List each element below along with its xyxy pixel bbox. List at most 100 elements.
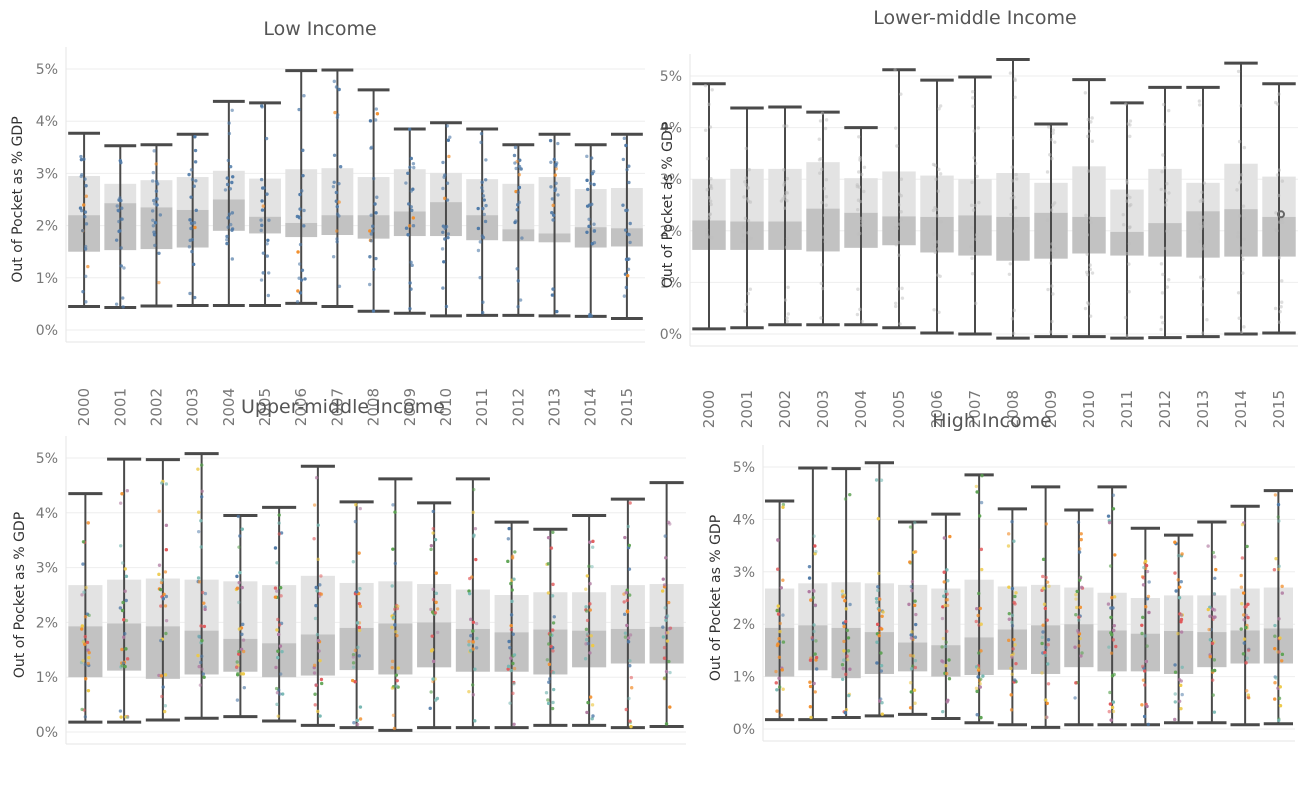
box-2010[interactable]	[1072, 78, 1106, 339]
data-dot	[710, 235, 714, 240]
box-2008[interactable]	[357, 88, 390, 313]
box-2002[interactable]	[768, 105, 802, 327]
data-dot	[1040, 671, 1044, 675]
data-dot	[912, 688, 917, 692]
data-dot	[471, 510, 475, 515]
box-2013[interactable]	[572, 514, 607, 727]
data-dot	[1200, 286, 1204, 291]
box-2008[interactable]	[1030, 485, 1061, 729]
box-2001[interactable]	[107, 457, 142, 724]
data-dot	[1145, 704, 1149, 709]
box-2010[interactable]	[430, 121, 462, 318]
box-2006[interactable]	[964, 473, 994, 725]
box-2009[interactable]	[393, 127, 426, 315]
box-2004[interactable]	[897, 520, 928, 716]
data-dot	[1211, 693, 1215, 697]
box-2007[interactable]	[339, 500, 374, 730]
data-dot	[1162, 122, 1167, 126]
box-2000[interactable]	[764, 499, 795, 722]
box-2003[interactable]	[184, 452, 219, 720]
data-dot	[198, 660, 203, 665]
box-2014[interactable]	[574, 143, 607, 318]
box-2015[interactable]	[1262, 82, 1296, 335]
box-2001[interactable]	[730, 106, 764, 330]
box-2009[interactable]	[1064, 508, 1094, 727]
box-2014[interactable]	[610, 497, 645, 730]
box-2015[interactable]	[649, 481, 684, 729]
data-dots	[1007, 71, 1019, 336]
data-dot	[1010, 179, 1015, 183]
box-2007[interactable]	[958, 75, 992, 336]
data-dot	[230, 211, 235, 215]
data-dot	[120, 663, 124, 668]
data-dot	[1045, 580, 1050, 584]
box-2014[interactable]	[1224, 61, 1258, 336]
data-dot	[783, 206, 787, 210]
box-2010[interactable]	[455, 477, 490, 730]
box-2008[interactable]	[378, 477, 413, 732]
box-2012[interactable]	[1163, 533, 1194, 725]
box-2004[interactable]	[212, 99, 245, 307]
box-2007[interactable]	[321, 68, 354, 309]
box-2005[interactable]	[931, 512, 961, 721]
box-2004[interactable]	[844, 126, 878, 327]
data-dot	[899, 210, 903, 214]
data-dot	[369, 213, 373, 217]
box-2015[interactable]	[610, 132, 643, 321]
box-2011[interactable]	[466, 127, 499, 317]
box-2012[interactable]	[502, 143, 535, 317]
data-dot	[368, 229, 372, 233]
box-2000[interactable]	[68, 131, 101, 309]
box-2012[interactable]	[1148, 85, 1182, 340]
data-dot	[445, 198, 450, 202]
box-2006[interactable]	[285, 69, 318, 305]
box-2006[interactable]	[300, 464, 335, 727]
box-2005[interactable]	[249, 101, 281, 307]
data-dot	[409, 260, 413, 265]
box-2009[interactable]	[417, 501, 452, 730]
data-dot	[623, 535, 627, 540]
box-2001[interactable]	[104, 144, 137, 310]
data-dot	[239, 647, 244, 652]
box-2014[interactable]	[1230, 504, 1260, 727]
box-2008[interactable]	[996, 57, 1030, 340]
box-2015[interactable]	[1263, 489, 1294, 726]
data-dot	[819, 281, 823, 286]
box-2003[interactable]	[176, 132, 209, 307]
box-2007[interactable]	[997, 507, 1028, 727]
data-dot	[353, 519, 358, 524]
box-2003[interactable]	[864, 461, 895, 718]
data-dot	[1147, 610, 1151, 615]
box-2011[interactable]	[1130, 526, 1161, 727]
box-2000[interactable]	[692, 82, 726, 331]
box-2011[interactable]	[494, 520, 529, 730]
box-2003[interactable]	[806, 110, 840, 327]
data-dot	[776, 538, 780, 543]
box-2002[interactable]	[140, 143, 173, 308]
box-2009[interactable]	[1034, 122, 1068, 339]
data-dot	[120, 647, 124, 652]
box-2013[interactable]	[538, 132, 571, 318]
box-2012[interactable]	[533, 527, 568, 727]
data-dot	[276, 655, 280, 660]
box-2002[interactable]	[145, 458, 180, 722]
box-2006[interactable]	[920, 78, 954, 335]
box-2004[interactable]	[223, 514, 258, 719]
box-2002[interactable]	[831, 467, 861, 719]
box-2005[interactable]	[262, 505, 297, 723]
data-dot	[240, 632, 244, 637]
box-2013[interactable]	[1186, 85, 1220, 339]
box-2010[interactable]	[1097, 485, 1127, 727]
selected-mark[interactable]	[1277, 210, 1285, 219]
data-dot	[940, 659, 944, 663]
box-2000[interactable]	[68, 492, 103, 724]
box-2005[interactable]	[882, 68, 916, 330]
data-dot	[1041, 623, 1045, 627]
data-dot	[1235, 188, 1239, 192]
box-2011[interactable]	[1110, 101, 1144, 340]
data-dot	[1244, 661, 1248, 665]
box-2001[interactable]	[798, 466, 828, 722]
data-dot	[312, 671, 317, 675]
data-dot	[550, 594, 555, 598]
box-2013[interactable]	[1197, 520, 1227, 725]
